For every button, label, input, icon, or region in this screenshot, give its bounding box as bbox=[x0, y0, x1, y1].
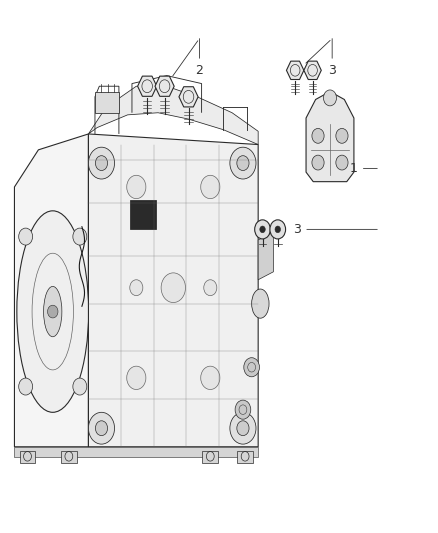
Circle shape bbox=[254, 220, 270, 239]
Ellipse shape bbox=[17, 211, 88, 413]
Polygon shape bbox=[306, 92, 354, 182]
Bar bbox=[130, 200, 156, 229]
Circle shape bbox=[230, 147, 256, 179]
Circle shape bbox=[201, 175, 220, 199]
Circle shape bbox=[19, 378, 32, 395]
Polygon shape bbox=[179, 87, 198, 107]
Ellipse shape bbox=[252, 289, 269, 318]
Bar bbox=[237, 451, 253, 463]
Circle shape bbox=[336, 128, 348, 143]
Circle shape bbox=[230, 413, 256, 444]
Polygon shape bbox=[138, 76, 157, 96]
Circle shape bbox=[127, 366, 146, 390]
Circle shape bbox=[73, 228, 87, 245]
Circle shape bbox=[235, 400, 251, 419]
Circle shape bbox=[201, 366, 220, 390]
Bar bbox=[20, 451, 35, 463]
Circle shape bbox=[88, 147, 115, 179]
Circle shape bbox=[47, 305, 58, 318]
Text: 2: 2 bbox=[195, 38, 203, 77]
Polygon shape bbox=[88, 134, 258, 447]
Polygon shape bbox=[14, 134, 88, 447]
Circle shape bbox=[95, 156, 108, 171]
Ellipse shape bbox=[44, 286, 62, 337]
Text: 1: 1 bbox=[350, 162, 377, 175]
Polygon shape bbox=[88, 86, 258, 144]
Bar bbox=[95, 92, 119, 113]
Polygon shape bbox=[155, 76, 174, 96]
Bar bbox=[61, 451, 77, 463]
Circle shape bbox=[88, 413, 115, 444]
Circle shape bbox=[73, 378, 87, 395]
Circle shape bbox=[312, 155, 324, 170]
Circle shape bbox=[237, 156, 249, 171]
Circle shape bbox=[270, 220, 286, 239]
Circle shape bbox=[336, 155, 348, 170]
Bar bbox=[202, 451, 218, 463]
Text: 3: 3 bbox=[328, 38, 336, 77]
Polygon shape bbox=[14, 447, 258, 457]
Circle shape bbox=[323, 90, 336, 106]
Polygon shape bbox=[258, 232, 273, 280]
Circle shape bbox=[312, 128, 324, 143]
Circle shape bbox=[95, 421, 108, 435]
Circle shape bbox=[130, 280, 143, 296]
Circle shape bbox=[127, 175, 146, 199]
Circle shape bbox=[237, 421, 249, 435]
Text: 3: 3 bbox=[293, 223, 377, 236]
Circle shape bbox=[19, 228, 32, 245]
Circle shape bbox=[260, 226, 265, 233]
Circle shape bbox=[244, 358, 259, 377]
Polygon shape bbox=[286, 61, 304, 79]
Circle shape bbox=[161, 273, 185, 303]
Circle shape bbox=[275, 226, 280, 233]
Circle shape bbox=[204, 280, 217, 296]
Polygon shape bbox=[304, 61, 321, 79]
